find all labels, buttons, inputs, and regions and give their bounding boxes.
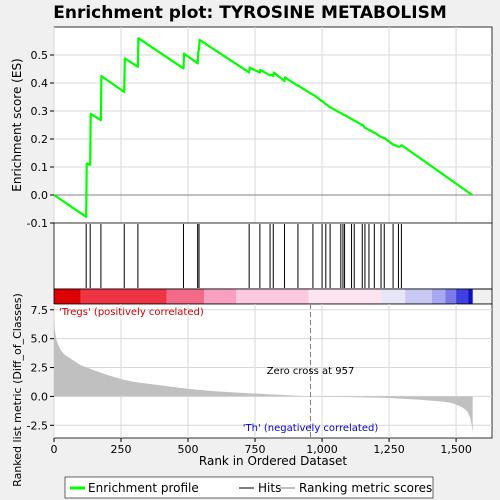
- enrichment-profile: [53, 37, 473, 218]
- es-panel: [53, 26, 493, 224]
- metric-y-axis-label: Ranked list metric (Diff_of_Classes): [11, 293, 24, 487]
- x-tick-label: 1,500: [440, 443, 472, 456]
- es-y-tick-label: 0.0: [31, 189, 49, 202]
- color-bar-segment: [80, 289, 167, 304]
- color-bar-segment: [431, 289, 446, 304]
- x-tick-label: 250: [111, 443, 132, 456]
- metric-y-tick-label: 2.5: [31, 362, 49, 375]
- hit-markers: [85, 224, 402, 288]
- metric-y-tick-label: 0.0: [31, 390, 49, 403]
- positive-class-label: 'Tregs' (positively correlated): [59, 307, 204, 318]
- metric-gridlines: [53, 304, 492, 438]
- es-y-axis: -0.1 0.0 0.1 0.2 0.3 0.4 0.5: [27, 49, 54, 230]
- x-tick-label: 0: [51, 443, 58, 456]
- metric-y-tick-label: 7.5: [31, 304, 49, 317]
- color-bar-segment: [468, 289, 473, 304]
- metric-panel: [53, 303, 493, 439]
- color-bar-segment: [54, 289, 81, 304]
- zero-cross-annotation: Zero cross at 957: [267, 366, 355, 377]
- color-bar-segment: [236, 289, 309, 304]
- color-bar-segment: [166, 289, 205, 304]
- metric-y-axis: -2.5 0.0 2.5 5.0 7.5: [27, 304, 54, 432]
- metric-y-tick-label: -2.5: [27, 419, 48, 432]
- es-y-tick-label: 0.5: [31, 49, 49, 62]
- x-tick-label: 1,250: [373, 443, 405, 456]
- x-tick-label: 750: [245, 443, 266, 456]
- es-y-axis-label: Enrichment score (ES): [10, 58, 24, 191]
- x-axis-label: Rank in Ordered Dataset: [199, 454, 347, 468]
- x-tick-label: 1,000: [306, 443, 338, 456]
- es-y-tick-label: 0.1: [31, 161, 49, 174]
- enrichment-profile-line: [53, 37, 473, 218]
- color-bar-segment: [445, 289, 457, 304]
- legend-metric-label: Ranking metric scores: [299, 481, 432, 495]
- legend-profile-label: Enrichment profile: [88, 481, 199, 495]
- color-bar-segment: [204, 289, 237, 304]
- color-bar-segment: [456, 289, 469, 304]
- chart-title: Enrichment plot: TYROSINE METABOLISM: [53, 3, 446, 23]
- color-bar-segment: [308, 289, 382, 304]
- rank-color-bar: [53, 288, 493, 305]
- es-y-tick-label: 0.4: [31, 77, 49, 90]
- metric-y-tick-label: 5.0: [31, 333, 49, 346]
- color-bar-segment: [381, 289, 406, 304]
- es-y-tick-label: -0.1: [27, 217, 48, 230]
- color-bar-segment: [405, 289, 432, 304]
- x-axis: 0 250 500 750 1,000 1,250 1,500: [51, 438, 472, 456]
- es-y-tick-label: 0.3: [31, 105, 49, 118]
- x-tick-label: 500: [178, 443, 199, 456]
- negative-class-label: 'Th' (negatively correlated): [243, 423, 379, 434]
- es-y-tick-label: 0.2: [31, 133, 49, 146]
- legend-hits-label: Hits: [258, 481, 281, 495]
